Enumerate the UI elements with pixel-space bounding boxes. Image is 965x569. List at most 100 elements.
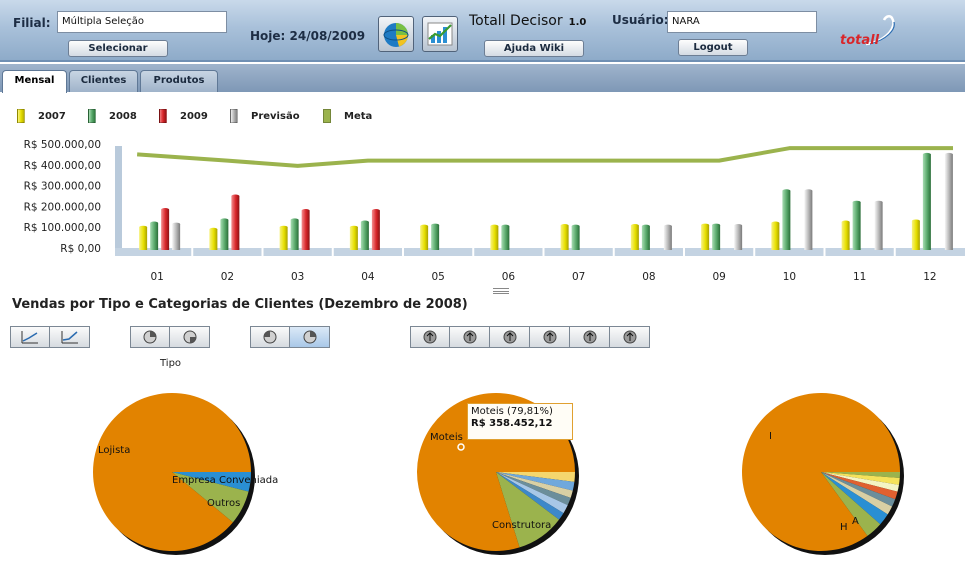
bar-2008[interactable] [220, 219, 229, 250]
bar-2008-top [290, 218, 299, 222]
bar-2007[interactable] [490, 226, 499, 250]
filter-button-3[interactable] [490, 326, 530, 348]
line-chart-icon[interactable] [422, 16, 458, 52]
pie-slice[interactable] [496, 472, 568, 514]
pie-label: Lojista [98, 445, 130, 456]
pie-slice[interactable] [821, 472, 881, 536]
bar-2008[interactable] [641, 226, 650, 250]
legend-item-2007[interactable]: 2007 [17, 108, 66, 124]
bar-2008[interactable] [922, 154, 931, 250]
pie-label: Empresa Conveniada [172, 475, 278, 486]
pie-slice[interactable] [821, 472, 900, 478]
filter-button-4[interactable] [530, 326, 570, 348]
bar-2008[interactable] [360, 222, 369, 250]
legend-label: 2008 [109, 110, 137, 122]
bar-previsao[interactable] [944, 154, 953, 250]
line-chart-button[interactable] [10, 326, 50, 348]
pie-label: Moteis [430, 432, 463, 443]
y-tick-label: R$ 300.000,00 [24, 181, 101, 193]
pie-slice[interactable] [742, 393, 900, 552]
pie-slice[interactable] [496, 472, 575, 491]
bar-2008[interactable] [852, 202, 861, 250]
bar-2008[interactable] [712, 225, 721, 250]
pie-categoria-button-1[interactable] [250, 326, 290, 348]
filter-button-1[interactable] [410, 326, 450, 348]
legend-item-previsao[interactable]: Previsão [230, 108, 300, 124]
bar-2007[interactable] [630, 225, 639, 250]
select-button[interactable]: Selecionar [68, 40, 168, 57]
bar-2007[interactable] [420, 226, 429, 250]
bar-2007[interactable] [279, 227, 288, 250]
bar-2008[interactable] [150, 223, 159, 250]
pie-slice[interactable] [172, 472, 251, 492]
bar-2007[interactable] [841, 222, 850, 250]
bar-2008[interactable] [571, 226, 580, 250]
pie-tipo-button-1[interactable] [130, 326, 170, 348]
bar-2009[interactable] [231, 196, 240, 250]
pie-tipo-button-2[interactable] [170, 326, 210, 348]
pie-slice[interactable] [172, 472, 249, 523]
logout-button[interactable]: Logout [678, 39, 748, 56]
x-tick-label: 01 [150, 271, 163, 283]
pie-slice[interactable] [821, 472, 899, 492]
pie-slice[interactable] [821, 472, 898, 500]
bar-2007[interactable] [349, 227, 358, 250]
line-chart-alt-button[interactable] [50, 326, 90, 348]
pie-categoria-button-2[interactable] [290, 326, 330, 348]
legend-label: 2009 [180, 110, 208, 122]
pie-outra[interactable]: I AH [742, 393, 904, 555]
pie-icon [143, 330, 157, 344]
bar-2008[interactable] [782, 190, 791, 250]
bar-previsao-top [804, 189, 813, 193]
help-wiki-button[interactable]: Ajuda Wiki [484, 40, 584, 57]
pie-chart-icon[interactable] [378, 16, 414, 52]
pie-slice[interactable] [496, 472, 571, 506]
tab-mensal[interactable]: Mensal [2, 70, 67, 93]
bar-2009[interactable] [371, 210, 380, 250]
legend-item-2008[interactable]: 2008 [88, 108, 137, 124]
bar-2009[interactable] [301, 210, 310, 250]
bar-2007[interactable] [139, 227, 148, 250]
bar-2008-top [712, 223, 721, 227]
filter-button-2[interactable] [450, 326, 490, 348]
filter-button-5[interactable] [570, 326, 610, 348]
bar-previsao[interactable] [804, 190, 813, 250]
splitter-handle[interactable] [493, 288, 509, 294]
tab-produtos[interactable]: Produtos [140, 70, 218, 92]
legend-item-2009[interactable]: 2009 [159, 108, 208, 124]
pie-slice[interactable] [496, 472, 564, 520]
app-title: Totall Decisor 1.0 [469, 13, 587, 29]
pie-slice[interactable] [821, 472, 893, 515]
meta-line[interactable] [136, 146, 953, 168]
legend-item-meta[interactable]: Meta [323, 108, 372, 124]
bar-2007[interactable] [209, 229, 218, 250]
svg-text:totall: totall [840, 33, 880, 48]
pie-slice[interactable] [93, 392, 252, 551]
pie-slice[interactable] [496, 472, 573, 498]
pie-label: Construtora [492, 520, 551, 531]
bar-2007[interactable] [701, 225, 710, 250]
y-tick-label: R$ 100.000,00 [24, 222, 101, 234]
pie-slice[interactable] [496, 472, 560, 548]
chart-wall [115, 146, 122, 256]
filter-button-6[interactable] [610, 326, 650, 348]
pie-tipo[interactable]: Lojista Empresa Conveniada Outros [93, 392, 278, 555]
pie-slice[interactable] [821, 472, 900, 485]
bar-2009[interactable] [161, 209, 170, 250]
pie-slice[interactable] [821, 472, 888, 525]
filial-field[interactable]: Múltipla Seleção [57, 11, 227, 33]
pie-slice[interactable] [821, 472, 896, 507]
bar-2008[interactable] [290, 219, 299, 250]
bar-2007[interactable] [560, 225, 569, 250]
tab-clientes[interactable]: Clientes [69, 70, 138, 92]
pie-slice[interactable] [496, 472, 575, 482]
bar-previsao[interactable] [874, 202, 883, 250]
bar-previsao[interactable] [734, 225, 743, 250]
bar-previsao[interactable] [172, 224, 181, 250]
user-field[interactable]: NARA [667, 11, 817, 33]
bar-previsao[interactable] [663, 226, 672, 250]
bar-2007[interactable] [911, 220, 920, 250]
bar-2008[interactable] [431, 225, 440, 250]
bar-2007[interactable] [771, 223, 780, 250]
bar-2008[interactable] [501, 226, 510, 250]
